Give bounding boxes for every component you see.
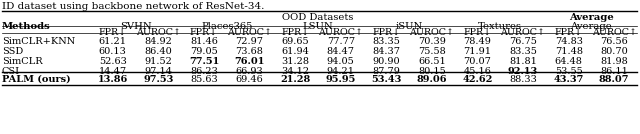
Text: OOD Datasets: OOD Datasets: [282, 13, 354, 22]
Text: SVHN: SVHN: [120, 22, 152, 31]
Text: ID dataset using backbone network of ResNet-34.: ID dataset using backbone network of Res…: [2, 2, 264, 11]
Text: 77.77: 77.77: [326, 37, 355, 46]
Text: AUROC↑: AUROC↑: [136, 28, 181, 37]
Text: 73.68: 73.68: [236, 47, 264, 56]
Text: 88.07: 88.07: [599, 75, 630, 84]
Text: 95.95: 95.95: [326, 75, 356, 84]
Text: 76.56: 76.56: [600, 37, 628, 46]
Text: 97.53: 97.53: [143, 75, 173, 84]
Text: 45.16: 45.16: [463, 67, 492, 76]
Text: 76.01: 76.01: [234, 57, 265, 66]
Text: 53.55: 53.55: [555, 67, 582, 76]
Text: Average: Average: [569, 13, 614, 22]
Text: 71.91: 71.91: [463, 47, 492, 56]
Text: 66.51: 66.51: [418, 57, 445, 66]
Text: 83.35: 83.35: [509, 47, 537, 56]
Text: 72.97: 72.97: [236, 37, 264, 46]
Text: PALM (ours): PALM (ours): [2, 75, 70, 84]
Text: CSI: CSI: [2, 67, 20, 76]
Text: 83.35: 83.35: [372, 37, 400, 46]
Text: 52.63: 52.63: [99, 57, 127, 66]
Text: 71.48: 71.48: [555, 47, 582, 56]
Text: 66.93: 66.93: [236, 67, 264, 76]
Text: AUROC↑: AUROC↑: [227, 28, 272, 37]
Text: 85.63: 85.63: [190, 75, 218, 84]
Text: 89.06: 89.06: [417, 75, 447, 84]
Text: 88.33: 88.33: [509, 75, 537, 84]
Text: 78.49: 78.49: [463, 37, 492, 46]
Text: SimCLR: SimCLR: [2, 57, 43, 66]
Text: Textures: Textures: [478, 22, 522, 31]
Text: 86.40: 86.40: [145, 47, 172, 56]
Text: 64.48: 64.48: [555, 57, 582, 66]
Text: 80.15: 80.15: [418, 67, 445, 76]
Text: 90.90: 90.90: [372, 57, 400, 66]
Text: 13.86: 13.86: [98, 75, 128, 84]
Text: 94.05: 94.05: [327, 57, 355, 66]
Text: AUROC↑: AUROC↑: [592, 28, 637, 37]
Text: 94.21: 94.21: [326, 67, 355, 76]
Text: 34.12: 34.12: [281, 67, 309, 76]
Text: 76.75: 76.75: [509, 37, 537, 46]
Text: Average: Average: [570, 22, 612, 31]
Text: 84.47: 84.47: [326, 47, 355, 56]
Text: 21.28: 21.28: [280, 75, 310, 84]
Text: 42.62: 42.62: [462, 75, 493, 84]
Text: SimCLR+KNN: SimCLR+KNN: [2, 37, 76, 46]
Text: 86.23: 86.23: [190, 67, 218, 76]
Text: 79.05: 79.05: [190, 47, 218, 56]
Text: 61.21: 61.21: [99, 37, 127, 46]
Text: AUROC↑: AUROC↑: [410, 28, 454, 37]
Text: 70.39: 70.39: [418, 37, 446, 46]
Text: SSD: SSD: [2, 47, 23, 56]
Text: iSUN: iSUN: [396, 22, 422, 31]
Text: AUROC↑: AUROC↑: [318, 28, 364, 37]
Text: 74.83: 74.83: [555, 37, 582, 46]
Text: 61.94: 61.94: [281, 47, 309, 56]
Text: FPR↓: FPR↓: [99, 28, 127, 37]
Text: 31.28: 31.28: [281, 57, 309, 66]
Text: 91.52: 91.52: [145, 57, 172, 66]
Text: AUROC↑: AUROC↑: [500, 28, 545, 37]
Text: 84.37: 84.37: [372, 47, 400, 56]
Text: 92.13: 92.13: [508, 67, 538, 76]
Text: 77.51: 77.51: [189, 57, 219, 66]
Text: 70.07: 70.07: [463, 57, 492, 66]
Text: 87.79: 87.79: [372, 67, 400, 76]
Text: 97.14: 97.14: [145, 67, 172, 76]
Text: FPR↓: FPR↓: [372, 28, 401, 37]
Text: FPR↓: FPR↓: [190, 28, 218, 37]
Text: Places365: Places365: [201, 22, 253, 31]
Text: 75.58: 75.58: [418, 47, 445, 56]
Text: 43.37: 43.37: [554, 75, 584, 84]
Text: 81.98: 81.98: [600, 57, 628, 66]
Text: FPR↓: FPR↓: [281, 28, 309, 37]
Text: FPR↓: FPR↓: [463, 28, 492, 37]
Text: 60.13: 60.13: [99, 47, 127, 56]
Text: 69.65: 69.65: [282, 37, 309, 46]
Text: 81.81: 81.81: [509, 57, 537, 66]
Text: LSUN: LSUN: [303, 22, 333, 31]
Text: 14.47: 14.47: [99, 67, 127, 76]
Text: 69.46: 69.46: [236, 75, 264, 84]
Text: Methods: Methods: [2, 22, 51, 31]
Text: 53.43: 53.43: [371, 75, 401, 84]
Text: 80.70: 80.70: [600, 47, 628, 56]
Text: 81.46: 81.46: [190, 37, 218, 46]
Text: 86.11: 86.11: [600, 67, 628, 76]
Text: 84.92: 84.92: [145, 37, 172, 46]
Text: FPR↓: FPR↓: [555, 28, 582, 37]
